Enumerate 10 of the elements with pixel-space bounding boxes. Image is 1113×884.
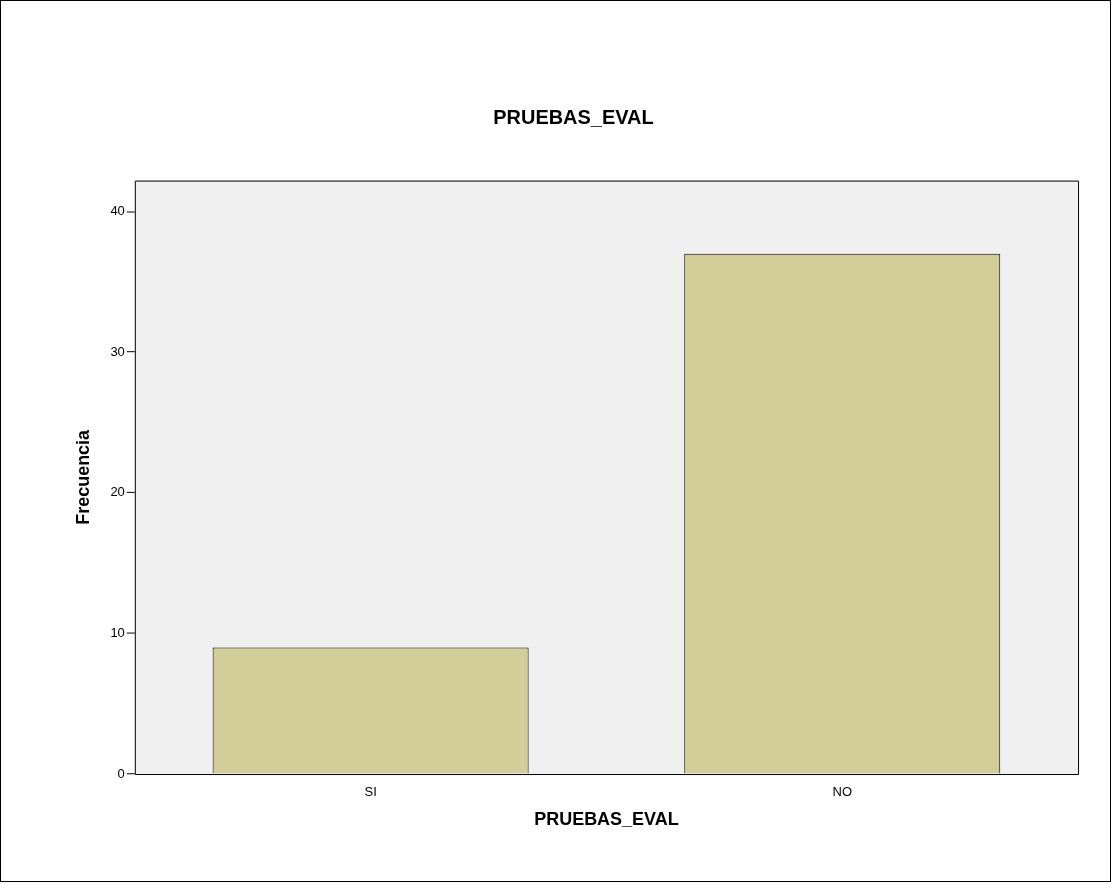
- x-tick-label: NO: [832, 784, 852, 800]
- y-tick-label: 30: [110, 343, 125, 359]
- y-tick-label: 40: [110, 203, 125, 219]
- y-tick-label: 20: [110, 484, 125, 500]
- x-axis-title: PRUEBAS_EVAL: [534, 809, 679, 830]
- y-axis-title: Frecuencia: [72, 428, 93, 525]
- y-tick-label: 0: [117, 765, 125, 781]
- y-tick-label: 10: [110, 624, 125, 640]
- x-tick-label: SI: [364, 784, 377, 800]
- chart-title: PRUEBAS_EVAL: [493, 106, 654, 129]
